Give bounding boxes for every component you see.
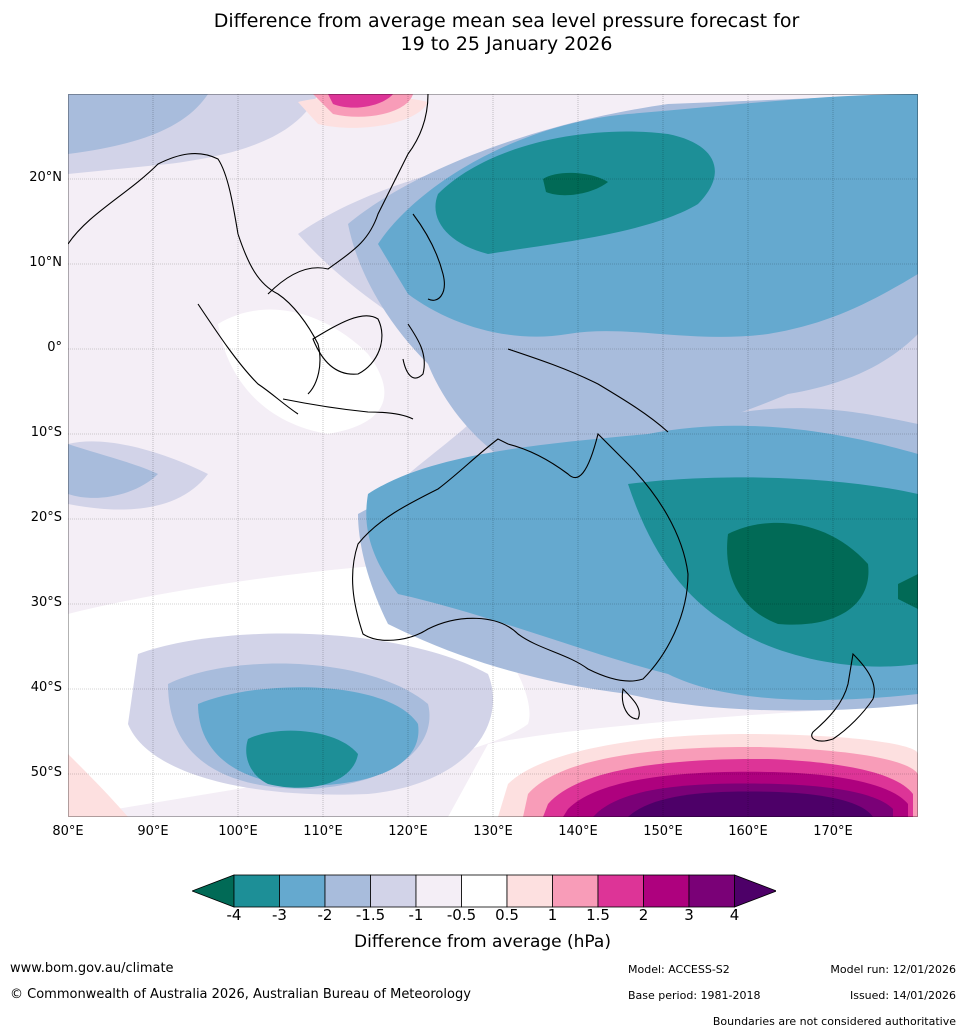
lat-label: 40°S xyxy=(30,680,62,695)
lon-label: 140°E xyxy=(558,824,598,839)
colorbar-swatch xyxy=(597,874,644,908)
colorbar-swatch xyxy=(552,874,599,908)
pressure-anomaly-map xyxy=(68,94,918,817)
lon-label: 80°E xyxy=(52,824,84,839)
colorbar-tick-label: -0.5 xyxy=(446,906,477,924)
colorbar-extend-high xyxy=(734,874,778,908)
colorbar-swatch xyxy=(415,874,462,908)
coastline-philippines xyxy=(412,213,445,301)
anomaly-band-below-minus4-pacific xyxy=(543,172,608,196)
lon-label: 100°E xyxy=(218,824,258,839)
lon-label: 130°E xyxy=(473,824,513,839)
colorbar-swatch xyxy=(688,874,735,908)
footer-copyright: © Commonwealth of Australia 2026, Austra… xyxy=(10,987,471,1002)
coastline-mainland-asia xyxy=(68,153,321,395)
colorbar-swatch xyxy=(370,874,417,908)
lon-label: 110°E xyxy=(303,824,343,839)
title-line-1: Difference from average mean sea level p… xyxy=(213,10,800,32)
lat-label: 20°S xyxy=(30,510,62,525)
colorbar-extend-low xyxy=(190,874,235,908)
colorbar-tick-label: 1 xyxy=(547,906,558,924)
anomaly-band-plus0p5-southwest xyxy=(68,754,128,817)
map-canvas xyxy=(68,94,918,817)
coastline-indochina-china xyxy=(267,94,429,295)
coastlines xyxy=(68,94,875,742)
colorbar-swatch xyxy=(643,874,690,908)
colorbar-swatch xyxy=(506,874,553,908)
footer-base-period: Base period: 1981-2018 xyxy=(628,989,761,1002)
lat-label: 50°S xyxy=(30,765,62,780)
anomaly-band-minus2-west xyxy=(68,444,158,498)
lon-label: 90°E xyxy=(137,824,169,839)
footer-url[interactable]: www.bom.gov.au/climate xyxy=(10,961,174,976)
colorbar-swatch xyxy=(461,874,508,908)
colorbar-tick-label: -4 xyxy=(226,906,242,924)
lon-label: 160°E xyxy=(728,824,768,839)
footer-disclaimer: Boundaries are not considered authoritat… xyxy=(712,1015,956,1028)
footer-model-run: Model run: 12/01/2026 xyxy=(830,963,956,976)
coastline-new-guinea xyxy=(507,348,669,433)
coastline-new-zealand xyxy=(811,652,875,742)
lon-label: 120°E xyxy=(388,824,428,839)
lat-label: 30°S xyxy=(30,595,62,610)
colorbar-svg xyxy=(190,874,778,908)
anomaly-band-below-minus4-tasman xyxy=(727,522,869,625)
lat-label: 20°N xyxy=(29,170,62,185)
coastline-borneo xyxy=(312,315,383,375)
colorbar-swatch xyxy=(233,874,280,908)
colorbar-swatch xyxy=(279,874,326,908)
map-title: Difference from average mean sea level p… xyxy=(0,10,965,56)
footer-model: Model: ACCESS-S2 xyxy=(628,963,730,976)
anomaly-band-minus4-southocean xyxy=(246,730,358,788)
colorbar xyxy=(190,874,778,912)
colorbar-label: Difference from average (hPa) xyxy=(354,932,611,952)
coastline-sulawesi xyxy=(402,323,425,379)
colorbar-tick-label: 4 xyxy=(729,906,740,924)
map-frame xyxy=(68,94,918,817)
anomaly-band-minus2-northwest xyxy=(68,94,208,154)
lat-label: 10°N xyxy=(29,255,62,270)
anomaly-band-plus1p5-north xyxy=(328,94,393,108)
coastline-java xyxy=(282,398,414,420)
anomaly-band-below-minus4-east xyxy=(898,574,918,609)
lat-label: 10°S xyxy=(30,425,62,440)
title-line-2: 19 to 25 January 2026 xyxy=(400,33,613,55)
colorbar-swatch xyxy=(324,874,371,908)
map-gridlines xyxy=(68,94,918,817)
anomaly-band-above4-south xyxy=(628,791,873,817)
coastline-sumatra xyxy=(197,303,299,415)
footer-issued: Issued: 14/01/2026 xyxy=(849,989,956,1002)
colorbar-tick-label: 3 xyxy=(684,906,694,924)
coastline-tasmania xyxy=(621,687,640,720)
colorbar-tick-label: -3 xyxy=(272,906,287,924)
colorbar-tick-label: -2 xyxy=(317,906,333,924)
coastline-australia xyxy=(352,432,689,682)
lat-label: 0° xyxy=(47,340,62,355)
neutral-region-indonesia xyxy=(218,309,385,434)
colorbar-tick-label: -1.5 xyxy=(355,906,386,924)
lon-label: 170°E xyxy=(813,824,853,839)
lon-label: 150°E xyxy=(643,824,683,839)
colorbar-tick-label: 0.5 xyxy=(495,906,519,924)
colorbar-tick-label: -1 xyxy=(408,906,424,924)
colorbar-tick-label: 2 xyxy=(638,906,649,924)
colorbar-tick-label: 1.5 xyxy=(586,906,610,924)
